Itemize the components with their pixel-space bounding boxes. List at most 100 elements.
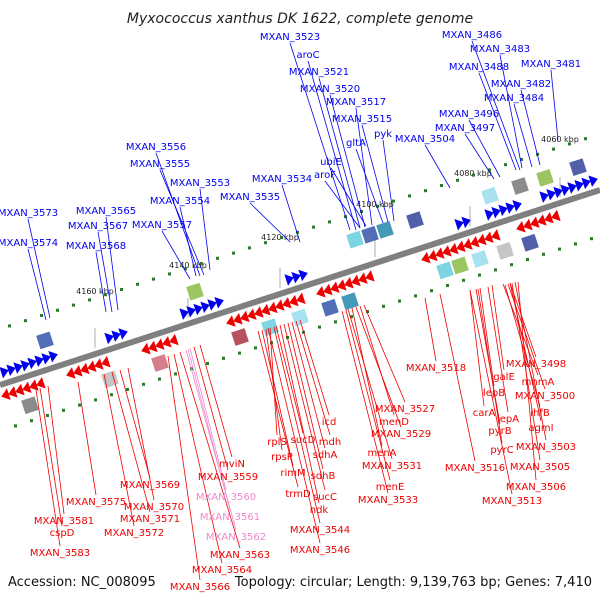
callout-line bbox=[97, 231, 113, 313]
reverse-gene-arrow bbox=[15, 383, 25, 396]
grid-dot bbox=[56, 308, 59, 312]
feature-block bbox=[569, 158, 587, 176]
reverse-gene-arrow bbox=[101, 355, 111, 368]
callout-line bbox=[355, 148, 384, 224]
reverse-gene-arrow bbox=[330, 281, 340, 293]
reverse-gene-arrow bbox=[337, 279, 347, 291]
callout-line bbox=[469, 289, 513, 495]
reverse-gene-arrow bbox=[358, 272, 368, 284]
grid-dot bbox=[376, 204, 379, 208]
reverse-gene-arrow bbox=[8, 386, 18, 398]
callout-line bbox=[179, 351, 241, 549]
feature-block bbox=[481, 186, 499, 205]
callout-line bbox=[47, 385, 65, 515]
forward-gene-arrow bbox=[484, 209, 494, 221]
forward-gene-arrow bbox=[104, 332, 114, 345]
reverse-gene-arrow bbox=[141, 342, 151, 355]
feature-block bbox=[361, 225, 379, 244]
forward-gene-label: MXAN_3567 bbox=[68, 221, 128, 232]
grid-dot bbox=[88, 298, 91, 302]
feature-block bbox=[186, 282, 204, 301]
grid-dot bbox=[280, 236, 283, 239]
callout-line bbox=[424, 297, 437, 362]
callout-line bbox=[189, 347, 227, 491]
callout-line bbox=[257, 330, 299, 488]
feature-block bbox=[36, 331, 54, 350]
forward-gene-label: MXAN_3486 bbox=[442, 30, 502, 41]
grid-dot bbox=[24, 319, 27, 323]
grid-dot bbox=[206, 362, 209, 365]
forward-gene-arrow bbox=[560, 184, 570, 196]
forward-gene-arrow bbox=[111, 330, 121, 342]
forward-gene-arrow bbox=[6, 364, 16, 377]
callout-line bbox=[329, 94, 366, 228]
reverse-gene-arrow bbox=[351, 274, 361, 287]
grid-dot bbox=[136, 282, 139, 286]
grid-dot bbox=[392, 199, 395, 203]
forward-gene-arrow bbox=[546, 189, 556, 201]
reverse-gene-arrow bbox=[537, 214, 547, 226]
forward-gene-arrow bbox=[512, 200, 522, 212]
callout-line bbox=[39, 387, 63, 527]
callout-line bbox=[355, 306, 402, 428]
forward-gene-arrow bbox=[27, 357, 37, 370]
callout-line bbox=[105, 216, 119, 311]
grid-dot bbox=[414, 294, 417, 298]
forward-gene-label: MXAN_3574 bbox=[0, 238, 58, 249]
callout-line bbox=[27, 218, 51, 319]
callout-line bbox=[127, 367, 155, 501]
forward-gene-arrow bbox=[200, 301, 210, 313]
reverse-gene-arrow bbox=[323, 283, 333, 296]
feature-block bbox=[341, 292, 359, 311]
reverse-gene-arrow bbox=[22, 381, 32, 394]
reverse-gene-label: menD bbox=[379, 417, 409, 428]
callout-line bbox=[424, 144, 451, 189]
reverse-gene-arrow bbox=[1, 388, 11, 400]
callout-line bbox=[281, 184, 301, 243]
forward-gene-label: MXAN_3554 bbox=[150, 196, 210, 207]
forward-gene-label: MXAN_3496 bbox=[439, 109, 499, 120]
highlight-gene-label: MXAN_3560 bbox=[196, 492, 256, 503]
reverse-gene-arrow bbox=[261, 303, 271, 316]
callout-line bbox=[491, 284, 505, 371]
reverse-gene-arrow bbox=[233, 313, 243, 325]
map-title: Myxococcus xanthus DK 1622, complete gen… bbox=[127, 11, 473, 27]
callout-line bbox=[464, 133, 495, 180]
grid-dot bbox=[350, 315, 353, 319]
reverse-gene-label: MXAN_3569 bbox=[120, 480, 180, 491]
highlight-gene-label: MXAN_3561 bbox=[200, 512, 260, 523]
callout-line bbox=[359, 305, 395, 416]
reverse-gene-label: rimM bbox=[280, 468, 305, 479]
grid-dot bbox=[574, 242, 577, 246]
forward-gene-label: MXAN_3517 bbox=[326, 97, 386, 108]
forward-gene-label: MXAN_3553 bbox=[170, 178, 230, 189]
kbp-tick-label: 4080 kbp bbox=[454, 169, 492, 178]
reverse-gene-label: galE bbox=[493, 372, 515, 383]
reverse-gene-arrow bbox=[169, 333, 179, 346]
callout-line bbox=[111, 371, 151, 513]
grid-dot bbox=[184, 267, 187, 271]
reverse-gene-label: MXAN_3571 bbox=[120, 514, 180, 525]
forward-gene-label: MXAN_3520 bbox=[300, 84, 360, 95]
forward-gene-arrow bbox=[553, 186, 563, 199]
reverse-gene-label: lepA bbox=[497, 414, 519, 425]
grid-dot bbox=[488, 168, 491, 172]
grid-dot bbox=[446, 284, 449, 287]
grid-dot bbox=[296, 230, 299, 234]
forward-gene-label: MXAN_3483 bbox=[470, 44, 530, 55]
callout-line bbox=[279, 324, 320, 504]
callout-line bbox=[287, 322, 324, 470]
grid-dot bbox=[328, 220, 331, 224]
reverse-gene-arrow bbox=[148, 340, 158, 353]
reverse-gene-label: mnmA bbox=[522, 377, 555, 388]
reverse-gene-label: MXAN_3581 bbox=[34, 516, 94, 527]
forward-gene-label: MXAN_3504 bbox=[395, 134, 455, 145]
callout-line bbox=[345, 309, 391, 481]
grid-dot bbox=[254, 346, 257, 350]
grid-dot bbox=[94, 398, 97, 402]
forward-gene-label: MXAN_3573 bbox=[0, 208, 58, 219]
callout-line bbox=[289, 42, 351, 231]
callout-line bbox=[487, 286, 509, 413]
reverse-gene-arrow bbox=[477, 233, 487, 246]
feature-block bbox=[346, 230, 364, 249]
